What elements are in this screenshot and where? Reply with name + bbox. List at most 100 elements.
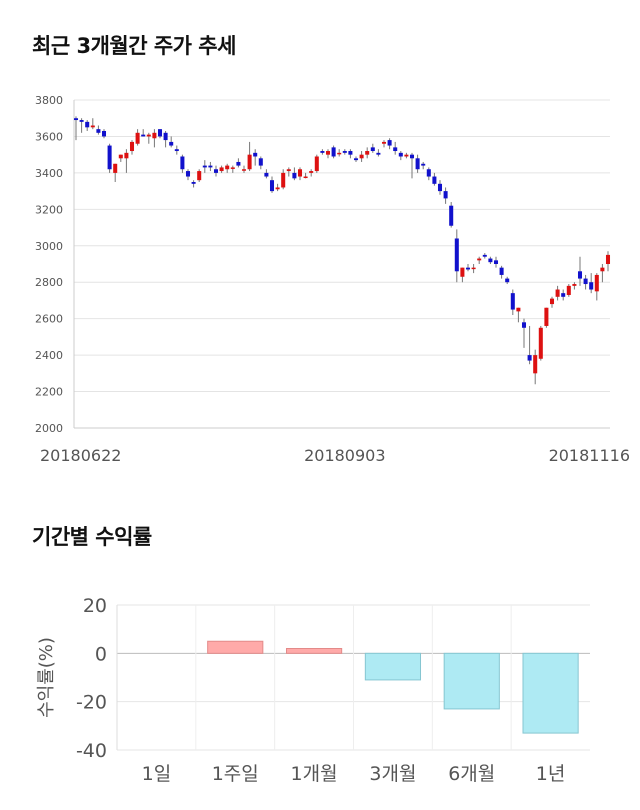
candle: [493, 256, 499, 268]
candle-body: [73, 118, 79, 121]
candle-body: [499, 267, 504, 275]
candle-body: [325, 151, 331, 155]
candle: [230, 165, 235, 173]
candle-body: [421, 163, 426, 166]
price-x-tick-label: 20180622: [40, 446, 121, 465]
candle-body: [477, 258, 482, 261]
candle: [549, 296, 555, 308]
candle: [376, 149, 381, 157]
candle: [264, 169, 269, 179]
candle: [454, 229, 459, 283]
candle: [225, 163, 230, 173]
candle: [314, 154, 319, 173]
candle-body: [376, 152, 381, 155]
candle-body: [320, 151, 325, 153]
candle: [488, 256, 493, 264]
candle-body: [230, 167, 235, 169]
candle-body: [169, 141, 174, 146]
candle: [443, 187, 448, 204]
candle-body: [387, 140, 392, 146]
return-bar: [364, 652, 422, 681]
candle-body: [297, 169, 303, 177]
candle-body: [605, 254, 611, 264]
candle-body: [197, 171, 202, 181]
candle: [258, 156, 263, 170]
candle-body: [527, 355, 532, 361]
candle: [331, 145, 336, 159]
candle: [505, 276, 510, 285]
return-y-tick-label: -20: [76, 692, 107, 714]
return-x-tick-label: 1년: [536, 763, 566, 785]
candle-body: [393, 147, 398, 152]
candle-body: [381, 141, 387, 144]
candle: [101, 129, 107, 139]
candle: [141, 129, 146, 137]
candle: [174, 145, 179, 155]
candle-body: [449, 205, 454, 226]
candle: [253, 149, 258, 166]
candle: [124, 149, 129, 173]
candle: [348, 149, 353, 159]
candle: [510, 289, 515, 316]
candle: [303, 172, 308, 179]
candle: [79, 118, 84, 133]
candle: [191, 180, 196, 188]
candle-body: [163, 132, 168, 141]
candle-body: [152, 132, 157, 139]
candle-body: [443, 191, 448, 199]
candle-body: [577, 271, 583, 279]
candle: [359, 151, 364, 162]
candle-body: [219, 167, 224, 172]
candle-body: [353, 158, 359, 161]
candle-body: [185, 171, 191, 177]
candle: [275, 183, 280, 192]
candle: [337, 149, 342, 157]
candle: [409, 152, 415, 179]
price-trend-heading: 최근 3개월간 주가 추세: [32, 34, 236, 58]
return-y-axis-label: 수익률(%): [36, 637, 57, 718]
candle-body: [96, 129, 101, 133]
candle-body: [118, 154, 123, 159]
candle: [594, 273, 599, 301]
candle: [169, 136, 174, 148]
candle: [544, 307, 549, 328]
candle: [527, 325, 532, 365]
candle-body: [213, 169, 219, 173]
candle-body: [157, 129, 163, 137]
candle: [292, 167, 297, 181]
candle-body: [269, 180, 275, 192]
candle-body: [404, 154, 409, 157]
candle: [185, 169, 191, 181]
candle-body: [236, 161, 241, 166]
candle-body: [258, 158, 263, 166]
candle: [202, 160, 207, 173]
candle: [381, 140, 387, 148]
candle: [219, 165, 224, 173]
candle-body: [292, 172, 297, 179]
candle-body: [555, 289, 560, 297]
candle-body: [589, 282, 594, 290]
candle: [247, 141, 252, 172]
candle-body: [600, 267, 605, 272]
candle-body: [566, 285, 571, 295]
candle: [566, 284, 571, 297]
candle: [365, 147, 370, 159]
price-x-tick-label: 20180903: [304, 446, 385, 465]
candle-body: [303, 176, 308, 179]
candle: [73, 116, 79, 141]
return-bar: [522, 652, 579, 734]
candle-body: [454, 238, 459, 272]
candle-body: [465, 267, 471, 270]
candle: [421, 161, 426, 170]
candle: [555, 285, 560, 301]
return-y-tick-label: -40: [76, 740, 107, 762]
candle: [286, 167, 291, 177]
candle-body: [583, 278, 588, 285]
candle-body: [348, 151, 353, 155]
candle-body: [426, 169, 431, 177]
candle: [600, 264, 605, 283]
candle-body: [510, 293, 515, 310]
candle: [393, 141, 398, 155]
candle-body: [359, 154, 364, 159]
candle: [197, 169, 202, 182]
